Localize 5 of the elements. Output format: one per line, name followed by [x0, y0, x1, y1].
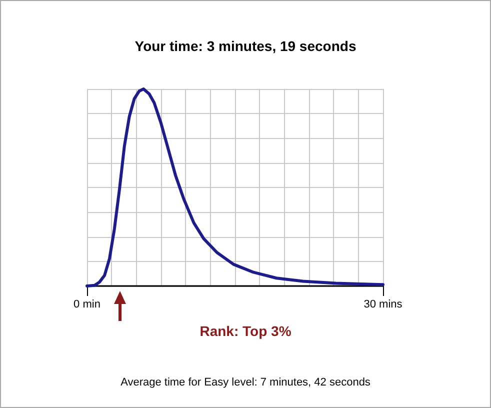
text: Average time for Easy level: 7 minutes, 42 seconds: [120, 376, 371, 388]
x-tick-label: 0 min: [74, 298, 100, 310]
x-tick-label: 30 mins: [364, 298, 403, 310]
chart-title: Your time: 3 minutes, 19 seconds: [134, 38, 356, 54]
text: Rank: Top 3%: [200, 323, 292, 339]
